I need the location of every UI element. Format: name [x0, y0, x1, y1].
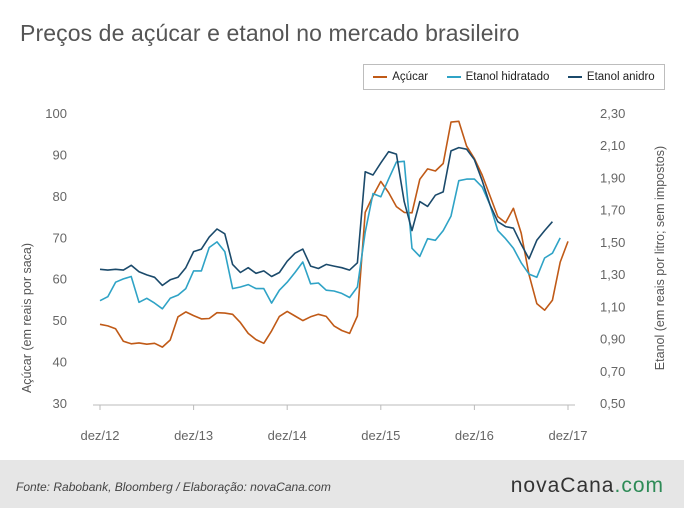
y-right-axis-title: Etanol (em reais por litro; sem impostos… [653, 146, 667, 370]
source-note: Fonte: Rabobank, Bloomberg / Elaboração:… [16, 480, 331, 494]
legend-label-etanol-anidro: Etanol anidro [586, 71, 655, 83]
legend-item-etanol-hidratado: Etanol hidratado [446, 71, 550, 83]
line-chart: dez/12 dez/13 dez/14 dez/15 dez/16 dez/17 30 40… [20, 106, 667, 443]
legend-swatch-acucar [373, 76, 388, 78]
series-line-etanol-hidratado [99, 160, 561, 310]
chart-legend: Açúcar Etanol hidratado Etanol anidro [363, 64, 665, 90]
y-right-tick-label: 1,90 [600, 170, 625, 185]
y-right-tick-label: 1,50 [600, 235, 625, 250]
y-right-tick-label: 0,50 [600, 396, 625, 411]
y-left-axis-title: Açúcar (em reais por saca) [20, 243, 34, 393]
footer-bar: Fonte: Rabobank, Bloomberg / Elaboração:… [0, 460, 684, 508]
series-line-acucar [99, 120, 569, 348]
y-left-tick-label: 60 [53, 272, 67, 287]
y-left-tick-label: 40 [53, 355, 67, 370]
legend-label-acucar: Açúcar [392, 71, 429, 83]
x-tick-label: dez/14 [268, 428, 307, 443]
brand-dot: .com [614, 474, 664, 497]
series-line-etanol-anidro [99, 146, 554, 287]
y-left-tick-label: 80 [53, 189, 67, 204]
x-tick-label: dez/16 [455, 428, 494, 443]
legend-label-etanol-hidratado: Etanol hidratado [465, 71, 550, 83]
brand-main: novaCana [510, 474, 615, 497]
legend-item-etanol-anidro: Etanol anidro [567, 71, 655, 83]
y-right-tick-label: 0,70 [600, 364, 625, 379]
legend-item-acucar: Açúcar [373, 71, 428, 83]
x-tick-label: dez/17 [548, 428, 587, 443]
y-right-tick-label: 1,30 [600, 267, 625, 282]
y-left-tick-label: 100 [45, 106, 67, 121]
y-left-tick-label: 70 [53, 230, 67, 245]
y-left-tick-label: 30 [53, 396, 67, 411]
y-left-tick-label: 50 [53, 313, 67, 328]
y-right-tick-label: 0,90 [600, 332, 625, 347]
y-right-tick-label: 2,30 [600, 106, 625, 121]
legend-swatch-etanol-anidro [567, 76, 582, 78]
chart-title: Preços de açúcar e etanol no mercado bra… [20, 20, 520, 46]
y-left-tick-label: 90 [53, 147, 67, 162]
y-right-tick-label: 1,10 [600, 299, 625, 314]
chart-axes: dez/12 dez/13 dez/14 dez/15 dez/16 dez/17 30 40… [20, 106, 667, 443]
x-tick-label: dez/13 [174, 428, 213, 443]
legend-swatch-etanol-hidratado [446, 76, 461, 78]
x-tick-label: dez/12 [80, 428, 119, 443]
y-right-tick-label: 2,10 [600, 138, 625, 153]
chart-series [99, 120, 569, 348]
y-right-tick-label: 1,70 [600, 203, 625, 218]
brand-logo: novaCana.com [511, 474, 664, 498]
x-tick-label: dez/15 [361, 428, 400, 443]
